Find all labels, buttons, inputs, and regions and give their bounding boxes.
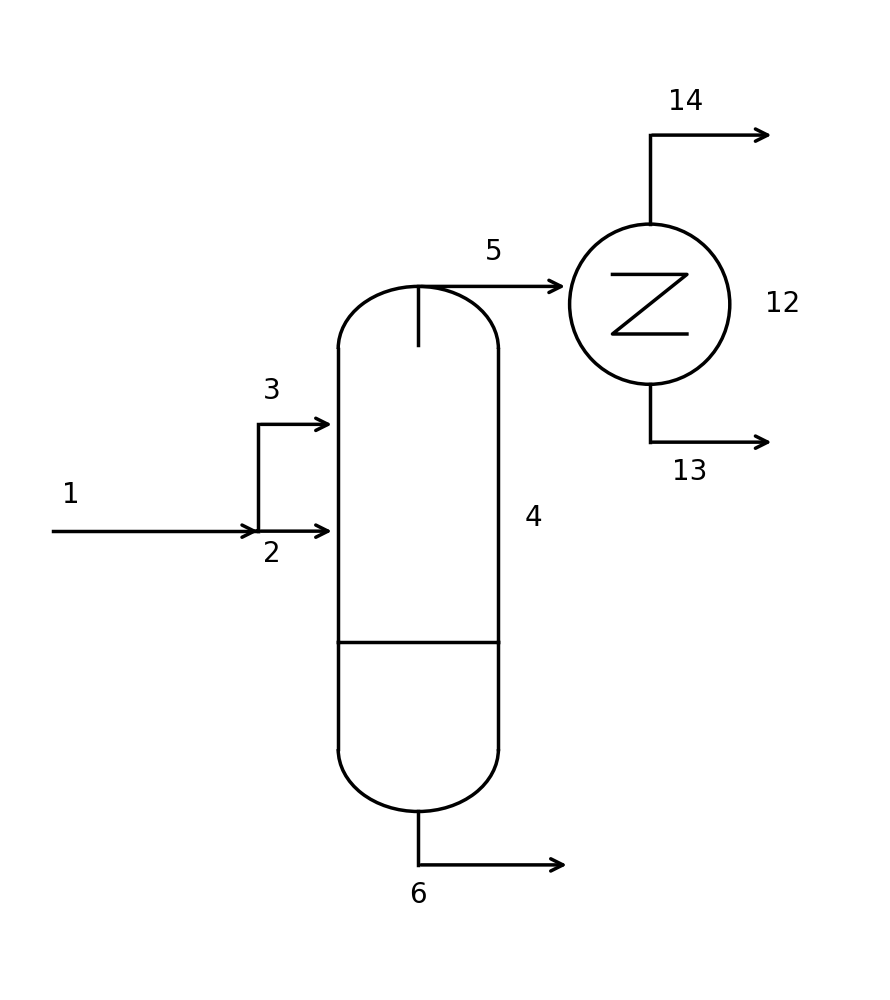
Text: 14: 14 bbox=[668, 88, 703, 116]
Ellipse shape bbox=[338, 286, 498, 411]
Text: 12: 12 bbox=[765, 290, 801, 318]
Circle shape bbox=[570, 224, 730, 384]
Text: 13: 13 bbox=[672, 458, 708, 486]
Polygon shape bbox=[334, 349, 503, 420]
Text: 6: 6 bbox=[409, 881, 427, 909]
Polygon shape bbox=[338, 349, 498, 642]
Polygon shape bbox=[334, 678, 503, 749]
Text: 4: 4 bbox=[525, 504, 543, 532]
Polygon shape bbox=[338, 642, 498, 749]
Text: 1: 1 bbox=[62, 481, 80, 509]
Text: 3: 3 bbox=[263, 377, 280, 405]
Ellipse shape bbox=[338, 687, 498, 811]
Text: 2: 2 bbox=[263, 540, 280, 568]
Text: 5: 5 bbox=[485, 238, 503, 266]
